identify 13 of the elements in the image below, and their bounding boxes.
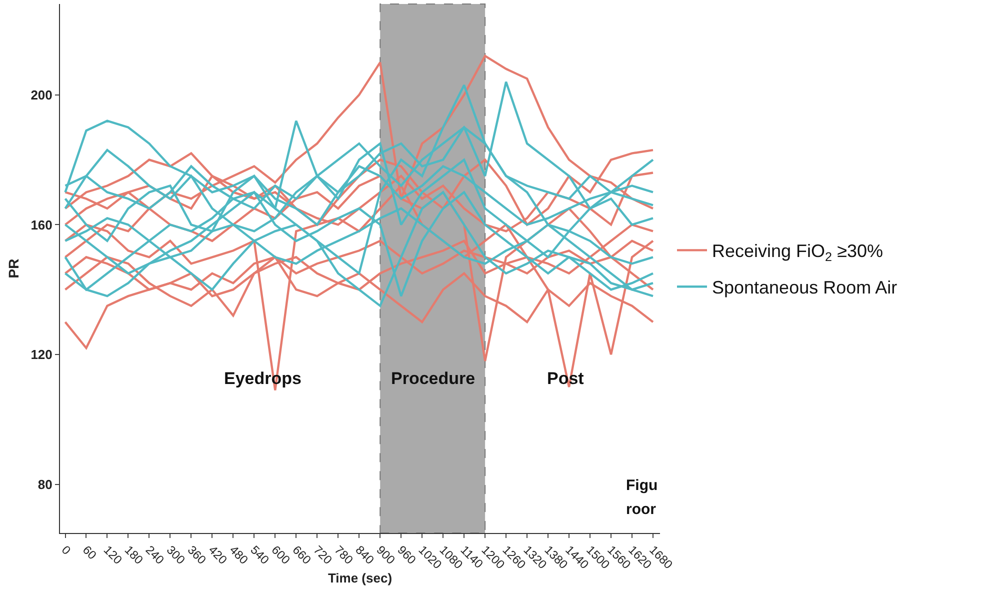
band-label: Procedure	[391, 369, 476, 388]
annotation: Figu	[626, 477, 658, 494]
x-tick-label: 60	[80, 542, 100, 562]
x-axis-title: Time (sec)	[328, 570, 392, 586]
y-axis-title: PR	[5, 258, 22, 278]
y-tick-label: 120	[30, 347, 52, 362]
y-tick-label: 200	[30, 87, 52, 102]
legend-label: Receiving FiO$_{2}$ ≥30%	[712, 241, 883, 264]
y-tick-label: 80	[38, 476, 52, 492]
x-tick-label: 0	[58, 542, 74, 558]
annotation: roor	[626, 501, 656, 518]
legend-label: Spontaneous Room Air	[712, 278, 898, 298]
y-tick-label: 160	[30, 217, 52, 232]
